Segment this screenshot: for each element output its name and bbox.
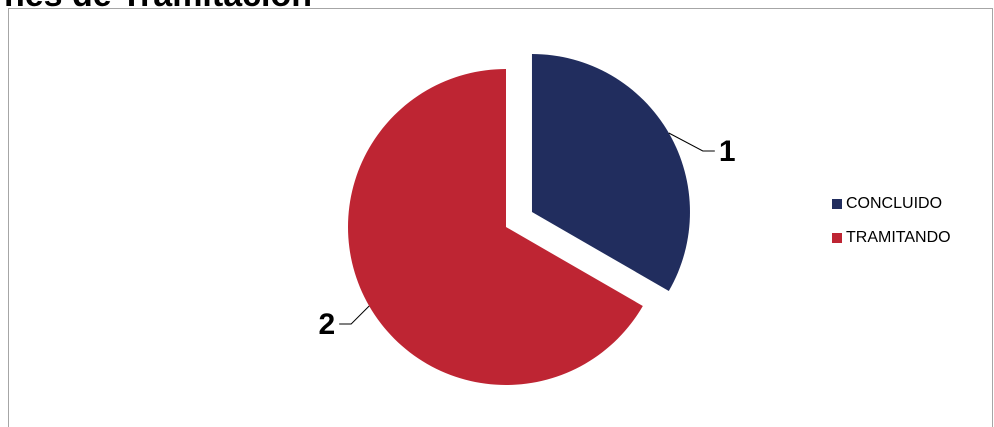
legend-label-tramitando: TRAMITANDO bbox=[846, 229, 951, 246]
data-label-tramitando: 2 bbox=[318, 308, 335, 341]
leader-line-tramitando bbox=[339, 305, 370, 325]
leader-line-concluido bbox=[668, 132, 715, 152]
data-label-concluido: 1 bbox=[719, 135, 736, 168]
chart-title: nes de Tramitación bbox=[4, 0, 312, 8]
legend: CONCLUIDO TRAMITANDO bbox=[832, 193, 951, 261]
pie-slice-tramitando[interactable] bbox=[348, 69, 643, 385]
legend-swatch-tramitando bbox=[832, 233, 842, 243]
legend-swatch-concluido bbox=[832, 199, 842, 209]
chart-title-strip: nes de Tramitación bbox=[0, 0, 994, 8]
legend-item-concluido[interactable]: CONCLUIDO bbox=[832, 193, 951, 215]
legend-label-concluido: CONCLUIDO bbox=[846, 195, 943, 212]
legend-item-tramitando[interactable]: TRAMITANDO bbox=[832, 227, 951, 249]
pie-slice-concluido[interactable] bbox=[531, 54, 690, 291]
